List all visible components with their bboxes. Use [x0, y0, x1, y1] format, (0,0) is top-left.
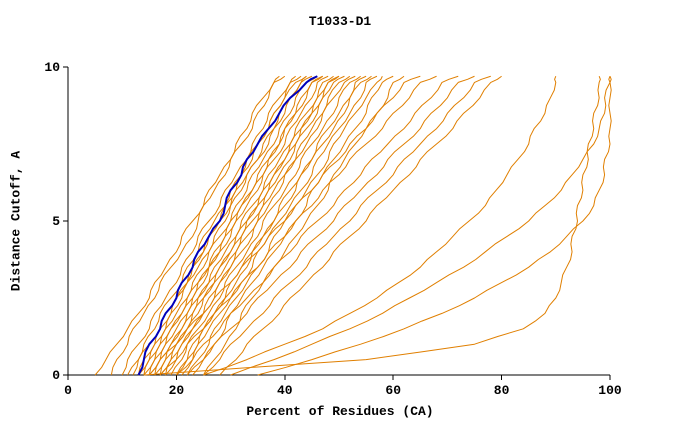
model-14-curve	[159, 75, 345, 376]
highlighted-model-curve	[137, 75, 318, 376]
model-23-curve	[203, 75, 405, 376]
model-02-curve	[121, 75, 296, 376]
model-10-curve	[148, 75, 329, 376]
model-29-curve	[219, 75, 502, 376]
chart-title: T1033-D1	[308, 14, 372, 29]
x-tick-label: 80	[494, 383, 510, 398]
y-tick-label: 10	[44, 60, 60, 75]
model-24-curve	[148, 75, 421, 376]
x-tick-label: 60	[385, 383, 401, 398]
y-axis-label: Distance Cutoff, A	[8, 150, 24, 292]
model-20-curve	[181, 75, 378, 376]
model-27-curve	[186, 75, 475, 376]
model-08-curve	[143, 75, 323, 376]
y-tick-label: 5	[52, 214, 60, 229]
model-32-curve	[257, 76, 612, 376]
model-30-curve	[203, 76, 557, 376]
x-axis-label: Percent of Residues (CA)	[246, 404, 434, 419]
model-33-curve	[143, 76, 601, 376]
model-26-curve	[176, 75, 459, 376]
model-25-curve	[159, 75, 437, 376]
model-01-curve	[110, 75, 286, 376]
model-28-curve	[203, 75, 491, 376]
x-tick-label: 0	[64, 383, 72, 398]
model-05-curve	[137, 75, 307, 376]
y-tick-label: 0	[52, 368, 60, 383]
model-00-curve	[94, 75, 280, 376]
model-31-curve	[230, 76, 612, 376]
model-06-curve	[138, 75, 313, 376]
model-15-curve	[165, 75, 351, 376]
x-tick-label: 20	[169, 383, 185, 398]
x-tick-label: 40	[277, 383, 293, 398]
x-tick-label: 100	[598, 383, 622, 398]
model-17-curve	[170, 75, 361, 376]
model-16-curve	[165, 75, 356, 376]
